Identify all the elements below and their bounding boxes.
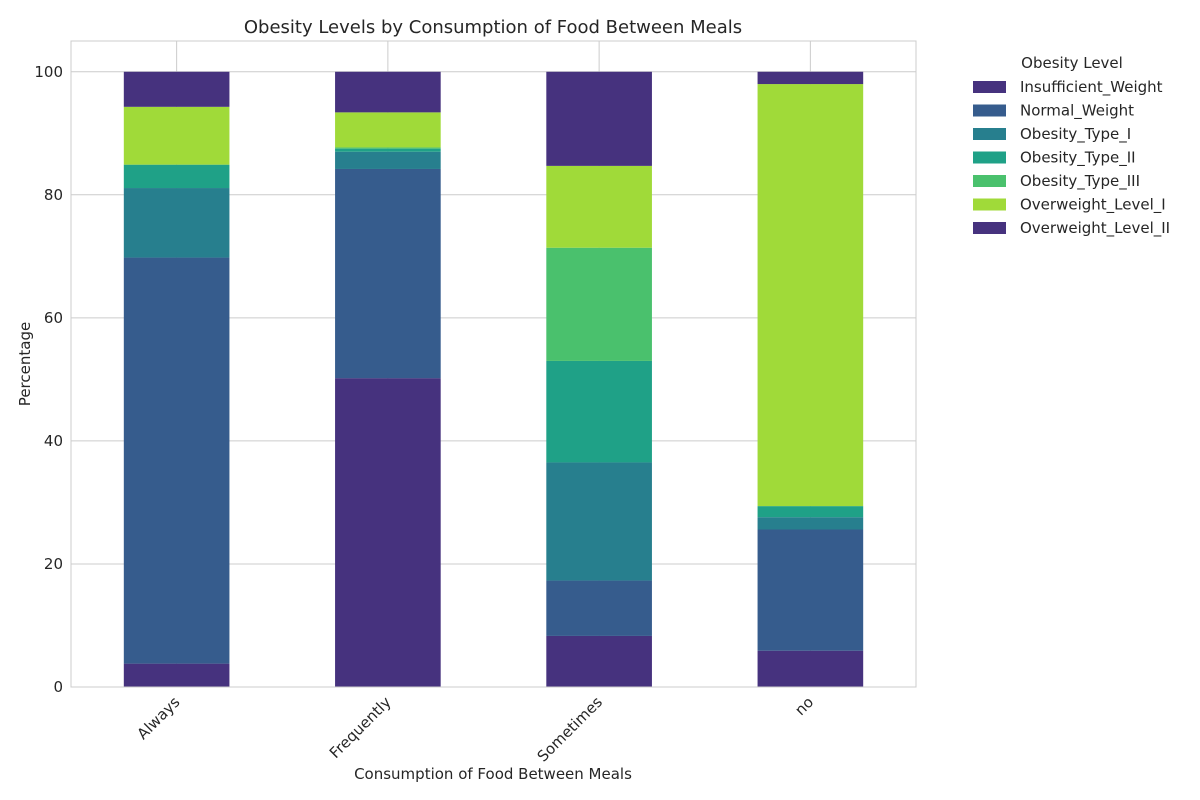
x-tick-label: no bbox=[791, 693, 817, 719]
y-tick-labels: 0 20 40 60 80 100 bbox=[34, 63, 63, 696]
bars bbox=[123, 71, 864, 687]
bar-segment bbox=[546, 462, 652, 581]
legend-swatch bbox=[973, 81, 1006, 93]
y-tick-label: 40 bbox=[44, 432, 63, 450]
legend-label: Obesity_Type_III bbox=[1020, 172, 1140, 191]
bar-segment bbox=[757, 71, 864, 85]
bar-segment bbox=[546, 635, 652, 687]
x-tick-label: Sometimes bbox=[534, 693, 606, 765]
y-axis-label: Percentage bbox=[16, 322, 34, 406]
bar-segment bbox=[123, 257, 230, 664]
y-tick-label: 60 bbox=[44, 309, 63, 327]
bar-segment bbox=[123, 188, 230, 258]
y-tick-label: 20 bbox=[44, 555, 63, 573]
bar-segment bbox=[546, 165, 652, 248]
bar-segment bbox=[757, 529, 864, 651]
legend-label: Normal_Weight bbox=[1020, 102, 1134, 121]
bar-segment bbox=[123, 164, 230, 189]
legend-swatch bbox=[973, 198, 1006, 211]
bar-segment bbox=[335, 168, 441, 379]
bar-segment bbox=[335, 148, 441, 152]
x-tick-label: Frequently bbox=[326, 693, 395, 762]
legend-swatch bbox=[973, 175, 1006, 187]
legend-label: Overweight_Level_II bbox=[1020, 219, 1170, 238]
bar-segment bbox=[757, 517, 864, 530]
y-tick-label: 0 bbox=[53, 678, 63, 696]
plot-frame bbox=[70, 40, 917, 688]
legend-title: Obesity Level bbox=[1021, 54, 1123, 72]
bar-segment bbox=[335, 71, 441, 113]
bar-segment bbox=[335, 151, 441, 169]
legend-label: Insufficient_Weight bbox=[1020, 78, 1163, 97]
y-tick-label: 100 bbox=[34, 63, 63, 81]
chart-title: Obesity Levels by Consumption of Food Be… bbox=[244, 17, 742, 38]
bar-segment bbox=[335, 112, 441, 148]
legend-label: Overweight_Level_I bbox=[1020, 196, 1166, 215]
legend-swatch bbox=[973, 222, 1006, 234]
bar-segment bbox=[123, 71, 230, 107]
x-tick-label: Always bbox=[134, 693, 184, 743]
legend: Insufficient_Weight Normal_Weight Obesity_… bbox=[973, 78, 1170, 238]
x-axis-label: Consumption of Food Between Meals bbox=[354, 765, 632, 783]
bar-segment bbox=[123, 663, 230, 687]
bar-segment bbox=[335, 378, 441, 687]
bar-segment bbox=[546, 580, 652, 636]
bar-segment bbox=[546, 71, 652, 166]
bar-segment bbox=[757, 650, 864, 687]
bar-segment bbox=[123, 106, 230, 165]
bar-segment bbox=[757, 84, 864, 507]
legend-label: Obesity_Type_II bbox=[1020, 149, 1136, 168]
bar-segment bbox=[335, 147, 441, 149]
bar-segment bbox=[546, 247, 652, 361]
y-tick-label: 80 bbox=[44, 186, 63, 204]
bar-segment bbox=[757, 506, 864, 518]
legend-swatch bbox=[973, 151, 1006, 164]
legend-swatch bbox=[973, 104, 1006, 117]
legend-swatch bbox=[973, 128, 1006, 140]
bar-segment bbox=[546, 360, 652, 463]
x-tick-labels: Always Frequently Sometimes no bbox=[134, 693, 818, 765]
legend-label: Obesity_Type_I bbox=[1020, 125, 1131, 144]
